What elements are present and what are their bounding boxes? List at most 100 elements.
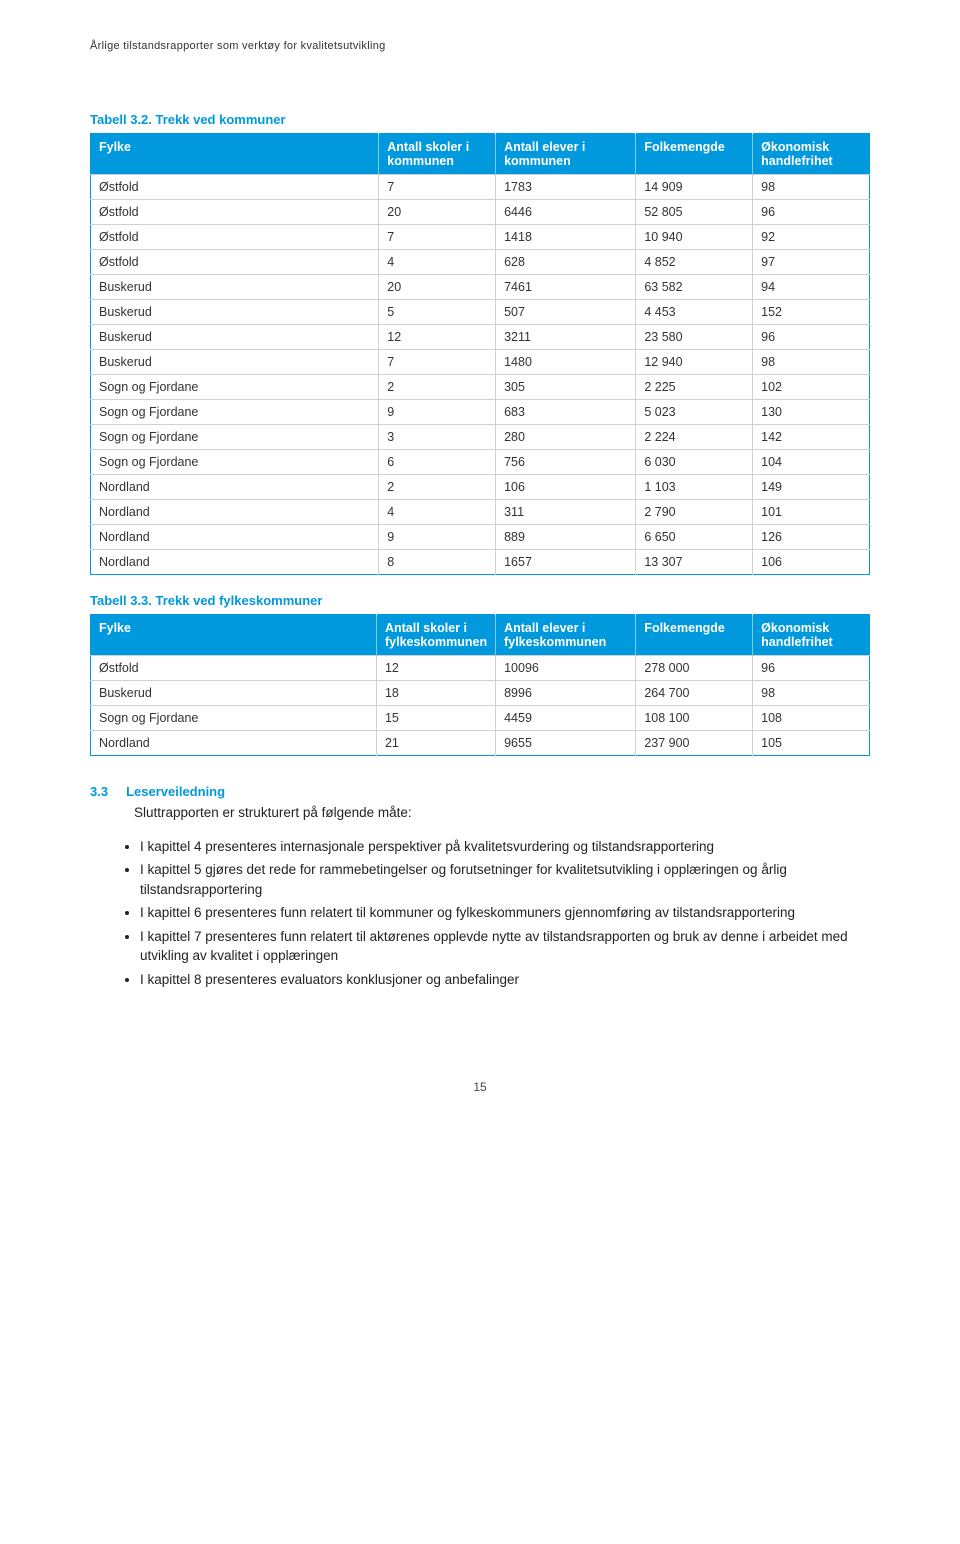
table1-cell: Nordland (91, 500, 379, 525)
table1-row: Nordland43112 790101 (91, 500, 870, 525)
table2-cell: 10096 (496, 656, 636, 681)
table2-cell: 96 (753, 656, 870, 681)
table2-cell: 264 700 (636, 681, 753, 706)
table1-cell: 2 (379, 375, 496, 400)
table1-cell: 106 (496, 475, 636, 500)
table1-cell: Buskerud (91, 275, 379, 300)
table1-cell: 4 (379, 250, 496, 275)
table1-cell: 126 (753, 525, 870, 550)
table1-cell: 152 (753, 300, 870, 325)
table1-cell: 4 (379, 500, 496, 525)
table2-cell: 108 100 (636, 706, 753, 731)
table2-row: Nordland219655237 900105 (91, 731, 870, 756)
table1-row: Nordland8165713 307106 (91, 550, 870, 575)
table1-row: Østfold7141810 94092 (91, 225, 870, 250)
table1-cell: 14 909 (636, 175, 753, 200)
table1-cell: 280 (496, 425, 636, 450)
table1-cell: 63 582 (636, 275, 753, 300)
table1-cell: Buskerud (91, 300, 379, 325)
section-intro: Sluttrapporten er strukturert på følgend… (134, 803, 870, 823)
page: Årlige tilstandsrapporter som verktøy fo… (0, 0, 960, 1154)
table1-cell: 6 (379, 450, 496, 475)
table1-cell: 1480 (496, 350, 636, 375)
table1-cell: 102 (753, 375, 870, 400)
table1-row: Buskerud20746163 58294 (91, 275, 870, 300)
table1-cell: 6 030 (636, 450, 753, 475)
table1-cell: 97 (753, 250, 870, 275)
table1-row: Buskerud12321123 58096 (91, 325, 870, 350)
table1-cell: Sogn og Fjordane (91, 400, 379, 425)
table1-row: Sogn og Fjordane23052 225102 (91, 375, 870, 400)
table1-cell: 23 580 (636, 325, 753, 350)
table1-cell: 5 (379, 300, 496, 325)
table1-row: Buskerud55074 453152 (91, 300, 870, 325)
table1-cell: 7 (379, 175, 496, 200)
section-heading: 3.3 Leserveiledning (90, 784, 870, 799)
table1-cell: Nordland (91, 475, 379, 500)
table1-cell: Buskerud (91, 350, 379, 375)
table1-h4: Økonomisk handlefrihet (753, 134, 870, 175)
bullet-item: I kapittel 6 presenteres funn relatert t… (140, 903, 870, 923)
table1-cell: 130 (753, 400, 870, 425)
table1-cell: 2 224 (636, 425, 753, 450)
table2-h2: Antall elever i fylkeskommunen (496, 615, 636, 656)
table1-cell: 52 805 (636, 200, 753, 225)
table1-cell: 20 (379, 275, 496, 300)
table2-cell: 237 900 (636, 731, 753, 756)
table1-cell: 101 (753, 500, 870, 525)
table1-row: Sogn og Fjordane96835 023130 (91, 400, 870, 425)
table2-header-row: Fylke Antall skoler i fylkeskommunen Ant… (91, 615, 870, 656)
table1-cell: 1 103 (636, 475, 753, 500)
table1-cell: 5 023 (636, 400, 753, 425)
table1-cell: Østfold (91, 175, 379, 200)
table1-row: Sogn og Fjordane32802 224142 (91, 425, 870, 450)
table1-h1: Antall skoler i kommunen (379, 134, 496, 175)
table1-cell: Østfold (91, 200, 379, 225)
table1-cell: 756 (496, 450, 636, 475)
document-header: Årlige tilstandsrapporter som verktøy fo… (90, 40, 870, 52)
table1-cell: 12 (379, 325, 496, 350)
table2-cell: Sogn og Fjordane (91, 706, 377, 731)
table1-cell: Sogn og Fjordane (91, 450, 379, 475)
table1-cell: 507 (496, 300, 636, 325)
table1-cell: Buskerud (91, 325, 379, 350)
table2: Fylke Antall skoler i fylkeskommunen Ant… (90, 614, 870, 756)
table1-h3: Folkemengde (636, 134, 753, 175)
table2-cell: 105 (753, 731, 870, 756)
table1-cell: Nordland (91, 550, 379, 575)
table1-cell: 7 (379, 225, 496, 250)
table1-cell: 98 (753, 350, 870, 375)
bullet-item: I kapittel 4 presenteres internasjonale … (140, 837, 870, 857)
table1-cell: 12 940 (636, 350, 753, 375)
bullet-item: I kapittel 5 gjøres det rede for rammebe… (140, 860, 870, 899)
table1-cell: 96 (753, 325, 870, 350)
table2-row: Østfold1210096278 00096 (91, 656, 870, 681)
table1-cell: 94 (753, 275, 870, 300)
table2-caption: Tabell 3.3. Trekk ved fylkeskommuner (90, 593, 870, 608)
table2-cell: 98 (753, 681, 870, 706)
table1-cell: 4 453 (636, 300, 753, 325)
table2-h4: Økonomisk handlefrihet (753, 615, 870, 656)
table1: Fylke Antall skoler i kommunen Antall el… (90, 133, 870, 575)
table1-cell: 2 790 (636, 500, 753, 525)
table1-cell: 3211 (496, 325, 636, 350)
table2-cell: 18 (376, 681, 495, 706)
table1-h0: Fylke (91, 134, 379, 175)
table2-h1: Antall skoler i fylkeskommunen (376, 615, 495, 656)
table2-cell: Nordland (91, 731, 377, 756)
table1-cell: Sogn og Fjordane (91, 375, 379, 400)
table2-cell: 8996 (496, 681, 636, 706)
table1-cell: 104 (753, 450, 870, 475)
table2-cell: Østfold (91, 656, 377, 681)
table1-cell: 20 (379, 200, 496, 225)
table1-cell: 7 (379, 350, 496, 375)
bullet-list: I kapittel 4 presenteres internasjonale … (90, 837, 870, 990)
table2-h3: Folkemengde (636, 615, 753, 656)
table1-cell: 305 (496, 375, 636, 400)
table1-row: Nordland98896 650126 (91, 525, 870, 550)
table2-cell: 21 (376, 731, 495, 756)
table1-cell: 889 (496, 525, 636, 550)
table2-cell: 12 (376, 656, 495, 681)
table1-cell: 10 940 (636, 225, 753, 250)
table1-cell: 628 (496, 250, 636, 275)
